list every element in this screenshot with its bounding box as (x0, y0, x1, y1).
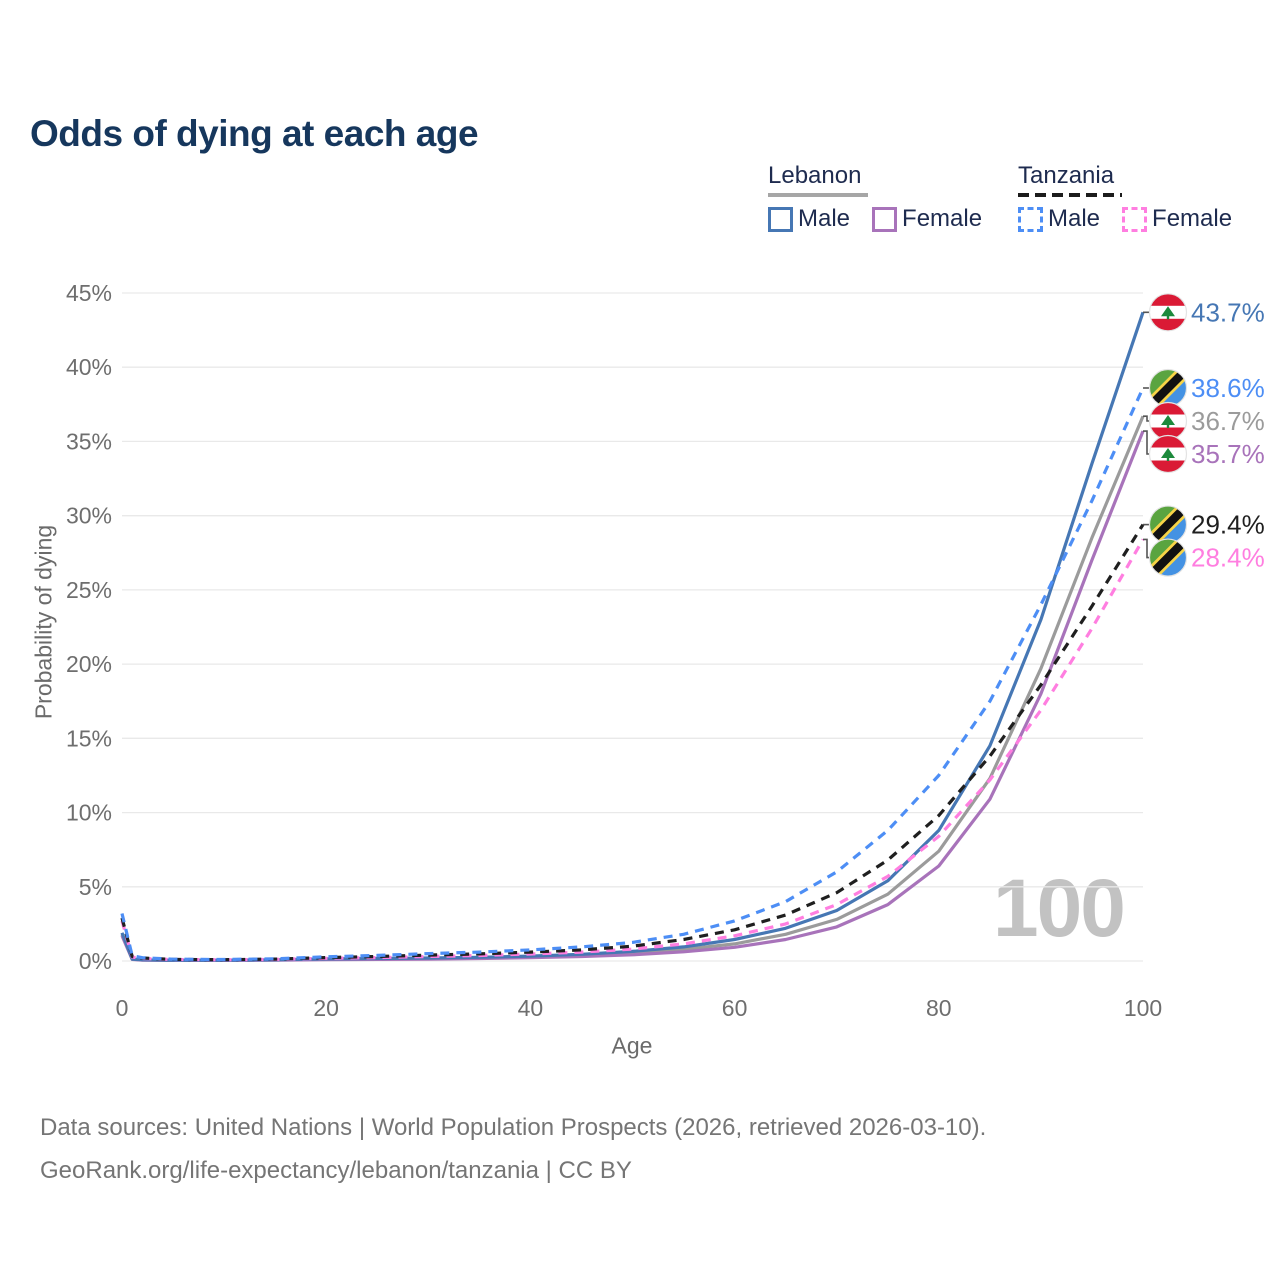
y-tick-label: 10% (66, 800, 112, 826)
tanzania-line-sample (1018, 193, 1122, 197)
end-label-value-tanzania-all: 29.4% (1191, 510, 1265, 540)
y-tick-label: 15% (66, 725, 112, 751)
footer-source-line: Data sources: United Nations | World Pop… (40, 1114, 987, 1141)
legend-item-label: Male (798, 205, 851, 232)
end-label-connector (1143, 538, 1150, 559)
end-label-value-tanzania-male: 38.6% (1191, 373, 1265, 403)
lebanon-female-swatch-icon (872, 206, 898, 232)
x-tick-label: 20 (313, 995, 339, 1021)
end-label-value-tanzania-female: 28.4% (1191, 543, 1265, 573)
series-line-tanzania-male[interactable] (120, 387, 1145, 962)
lebanon-flag-icon (1148, 293, 1188, 332)
y-tick-label: 45% (66, 280, 112, 306)
tanzania-flag-icon (1148, 538, 1188, 577)
end-label-connector (1143, 415, 1150, 422)
lebanon-flag-icon (1148, 434, 1188, 474)
lebanon-flag-icon (1148, 401, 1188, 441)
x-axis-title: Age (611, 1032, 653, 1059)
x-tick-label: 60 (722, 995, 748, 1021)
tanzania-male-swatch-icon (1018, 206, 1043, 232)
end-label-value-lebanon-female: 35.7% (1191, 439, 1265, 469)
y-tick-label: 40% (66, 354, 112, 380)
legend-item-lebanon-female[interactable]: Female (872, 205, 982, 233)
y-axis-title: Probability of dying (30, 524, 57, 720)
footer: Data sources: United Nations | World Pop… (40, 1106, 986, 1192)
series-line-lebanon-female[interactable] (120, 430, 1145, 963)
end-label-value-lebanon-male: 43.7% (1191, 297, 1265, 327)
series-line-lebanon-all[interactable] (120, 415, 1145, 963)
legend-items-lebanon: Male Female (768, 205, 982, 233)
x-tick-label: 40 (518, 995, 544, 1021)
footer-license-line: GeoRank.org/life-expectancy/lebanon/tanz… (40, 1157, 632, 1184)
legend-group-tanzania: Tanzania Male Female (1018, 162, 1232, 233)
end-label-value-lebanon-all: 36.7% (1191, 406, 1265, 436)
legend-item-label: Female (1152, 205, 1233, 232)
chart-title: Odds of dying at each age (30, 112, 479, 154)
y-tick-label: 35% (66, 428, 112, 454)
y-tick-label: 25% (66, 577, 112, 603)
legend-item-tanzania-female[interactable]: Female (1122, 205, 1232, 233)
lebanon-line-sample (768, 193, 868, 197)
x-tick-label: 100 (1124, 995, 1162, 1021)
y-tick-label: 30% (66, 503, 112, 529)
series-line-lebanon-male[interactable] (120, 311, 1145, 962)
age-watermark: 100 (993, 863, 1126, 954)
x-tick-label: 80 (926, 995, 952, 1021)
series-line-tanzania-female[interactable] (120, 538, 1145, 962)
y-tick-label: 0% (79, 948, 112, 974)
x-tick-label: 0 (116, 995, 129, 1021)
legend-group-lebanon-label[interactable]: Lebanon (768, 162, 862, 189)
legend-group-lebanon: Lebanon Male Female (768, 162, 982, 233)
legend-items-tanzania: Male Female (1018, 205, 1232, 233)
legend-item-label: Female (902, 205, 983, 232)
lebanon-male-swatch-icon (768, 206, 793, 232)
legend-item-tanzania-male[interactable]: Male (1018, 205, 1100, 233)
y-tick-label: 5% (79, 874, 112, 900)
legend-item-label: Male (1048, 205, 1101, 232)
tanzania-female-swatch-icon (1122, 206, 1148, 232)
legend-item-lebanon-male[interactable]: Male (768, 205, 850, 233)
end-label-connector (1143, 430, 1150, 455)
legend-group-tanzania-label[interactable]: Tanzania (1018, 162, 1115, 189)
y-tick-label: 20% (66, 651, 112, 677)
